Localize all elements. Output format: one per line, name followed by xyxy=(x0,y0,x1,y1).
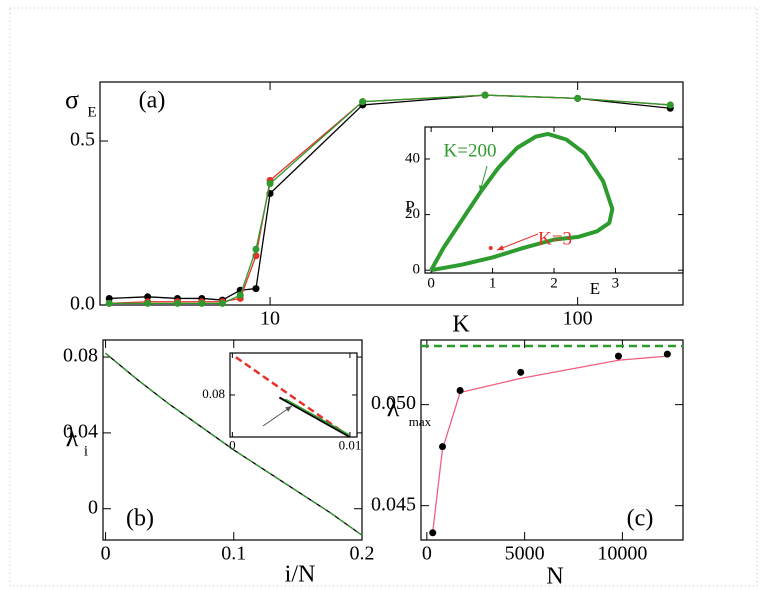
data-point xyxy=(488,245,493,250)
x-tick-label: 2 xyxy=(550,276,558,292)
data-point xyxy=(173,299,181,307)
panel: 0 1 2 3 0 20 40 E P K=200 K=3 xyxy=(405,126,684,298)
x-tick-label: 1 xyxy=(489,276,497,292)
x-tick-label: 0 xyxy=(101,543,111,565)
data-point xyxy=(105,294,113,302)
inset-frame xyxy=(424,126,684,274)
series-line xyxy=(432,355,668,532)
x-tick-label: 10000 xyxy=(597,543,647,565)
y-tick-label: 40 xyxy=(405,150,420,166)
x-tick-label: 0.2 xyxy=(350,543,375,565)
panel: 0 5000 10000 0.045 0.050 Nλ max (c) xyxy=(371,339,684,590)
annotation-arrow xyxy=(496,233,539,251)
x-tick-label: 5000 xyxy=(505,543,545,565)
y-axis-label: λ xyxy=(66,423,79,452)
data-point xyxy=(252,245,260,253)
y-tick-label: 0.050 xyxy=(371,392,416,414)
y-tick-label: 0.08 xyxy=(202,386,225,401)
data-point xyxy=(144,293,152,301)
x-tick-label: 0.1 xyxy=(221,543,246,565)
annotation: K=200 xyxy=(444,140,497,161)
data-point xyxy=(105,299,113,307)
data-point xyxy=(614,352,622,360)
y-axis-label: σ xyxy=(65,85,79,114)
arrow-head xyxy=(497,245,504,251)
x-tick-label: 0.01 xyxy=(339,438,362,453)
inset-frame xyxy=(229,352,358,438)
x-tick-label: 0 xyxy=(229,438,236,453)
x-tick-label: 3 xyxy=(612,276,620,292)
data-point xyxy=(144,299,152,307)
data-point xyxy=(266,180,274,188)
data-point xyxy=(218,299,226,307)
y-tick-label: 0.08 xyxy=(63,345,98,367)
data-point xyxy=(517,368,525,376)
x-axis-label: K xyxy=(452,312,470,338)
data-point xyxy=(574,94,582,102)
y-tick-label: 0 xyxy=(413,262,421,278)
frame xyxy=(9,7,758,587)
plot-frame xyxy=(420,339,684,541)
series-line xyxy=(109,94,671,305)
y-axis-label: P xyxy=(405,197,414,216)
x-tick-label: 0 xyxy=(427,276,435,292)
y-tick-label: 0.0 xyxy=(70,293,95,315)
x-tick-label: 100 xyxy=(563,308,593,330)
panel-label: (c) xyxy=(627,506,654,532)
y-axis-label-subscript: i xyxy=(84,443,88,459)
series-line xyxy=(429,131,615,273)
y-tick-label: 20 xyxy=(405,206,420,222)
data-point xyxy=(663,350,671,358)
annotation: K=3 xyxy=(538,228,572,249)
y-axis-label-subscript: E xyxy=(87,104,96,120)
x-axis-label: N xyxy=(546,564,563,590)
x-tick-label: 0 xyxy=(422,543,432,565)
data-point xyxy=(456,387,464,395)
y-tick-label: 0.04 xyxy=(63,420,98,442)
data-point xyxy=(252,285,260,293)
data-point xyxy=(429,529,437,537)
arrow-head xyxy=(285,406,292,412)
data-point xyxy=(666,101,674,109)
y-tick-label: 0.045 xyxy=(371,493,416,515)
y-tick-label: 0 xyxy=(88,496,98,518)
y-tick-label: 0.5 xyxy=(70,129,95,151)
data-point xyxy=(198,299,206,307)
data-point xyxy=(481,91,489,99)
data-point xyxy=(236,291,244,299)
series-line xyxy=(284,398,351,436)
panel-label: (a) xyxy=(139,88,166,114)
panel-label: (b) xyxy=(126,506,154,532)
y-axis-label: λ xyxy=(387,393,400,422)
x-axis-label: E xyxy=(590,279,600,298)
arrow-head xyxy=(479,185,485,192)
x-tick-label: 10 xyxy=(260,308,280,330)
series-line xyxy=(235,356,351,439)
series-line xyxy=(278,396,351,438)
series-line xyxy=(105,352,363,536)
data-point xyxy=(359,98,367,106)
x-axis-label: i/N xyxy=(285,562,316,588)
y-axis-label-subscript: max xyxy=(409,414,432,429)
data-point xyxy=(439,443,447,451)
panel: 0 0.01 0.08 xyxy=(202,352,362,453)
